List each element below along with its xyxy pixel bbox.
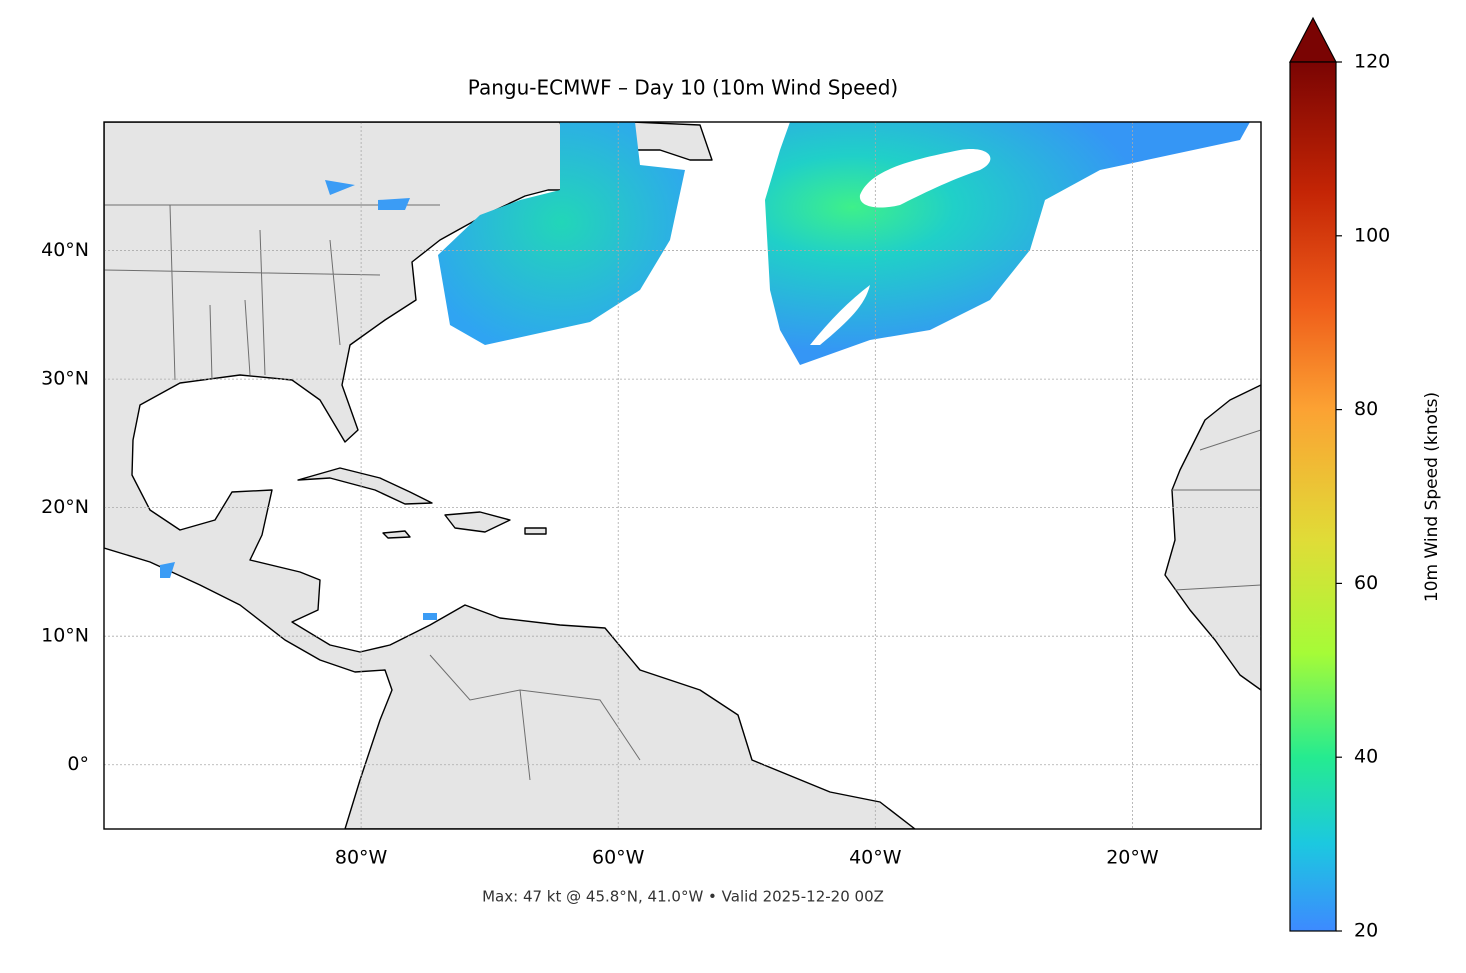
jamaica [382,530,411,539]
x-tick-label: 20°W [1106,847,1159,869]
puerto-rico [524,527,547,535]
x-tick-label: 60°W [592,847,645,869]
calm-region [810,285,870,345]
y-tick-label: 20°N [41,496,89,518]
africa [1164,384,1261,691]
colorbar-tick-label: 60 [1354,572,1378,594]
colorbar-tick-label: 20 [1354,920,1378,942]
axis-labels: 80°W 60°W 40°W 20°W 0° 10°N 20°N 30°N 40°N [41,239,1159,868]
colorbar-tick-label: 80 [1354,398,1378,420]
colorbar-tick-label: 40 [1354,746,1378,768]
colorbar: 10m Wind Speed (knots) 20 40 60 80 100 120 [1289,16,1442,942]
calm-region [859,149,991,208]
y-tick-label: 10°N [41,625,89,647]
cuba [297,467,433,505]
colorbar-bar [1289,61,1337,932]
map-area [104,122,1261,829]
wind-field [438,122,685,345]
footer-note: Max: 47 kt @ 45.8°N, 41.0°W • Valid 2025… [482,888,884,906]
colorbar-label: 10m Wind Speed (knots) [1422,392,1442,602]
y-tick-label: 40°N [41,239,89,261]
y-tick-label: 0° [67,753,89,775]
x-tick-label: 80°W [335,847,388,869]
map-frame [103,121,1262,830]
americas [104,122,916,829]
graticule [104,122,1261,829]
x-tick-label: 40°W [849,847,902,869]
colorbar-tick-label: 120 [1354,51,1390,73]
hispaniola [444,511,511,533]
colorbar-tick-label: 100 [1354,224,1390,246]
y-tick-label: 30°N [41,368,89,390]
colorbar-ticks: 20 40 60 80 100 120 [1336,51,1390,942]
map-title: Pangu-ECMWF – Day 10 (10m Wind Speed) [468,76,898,100]
borders [104,204,1261,781]
colorbar-extend [1289,16,1337,63]
